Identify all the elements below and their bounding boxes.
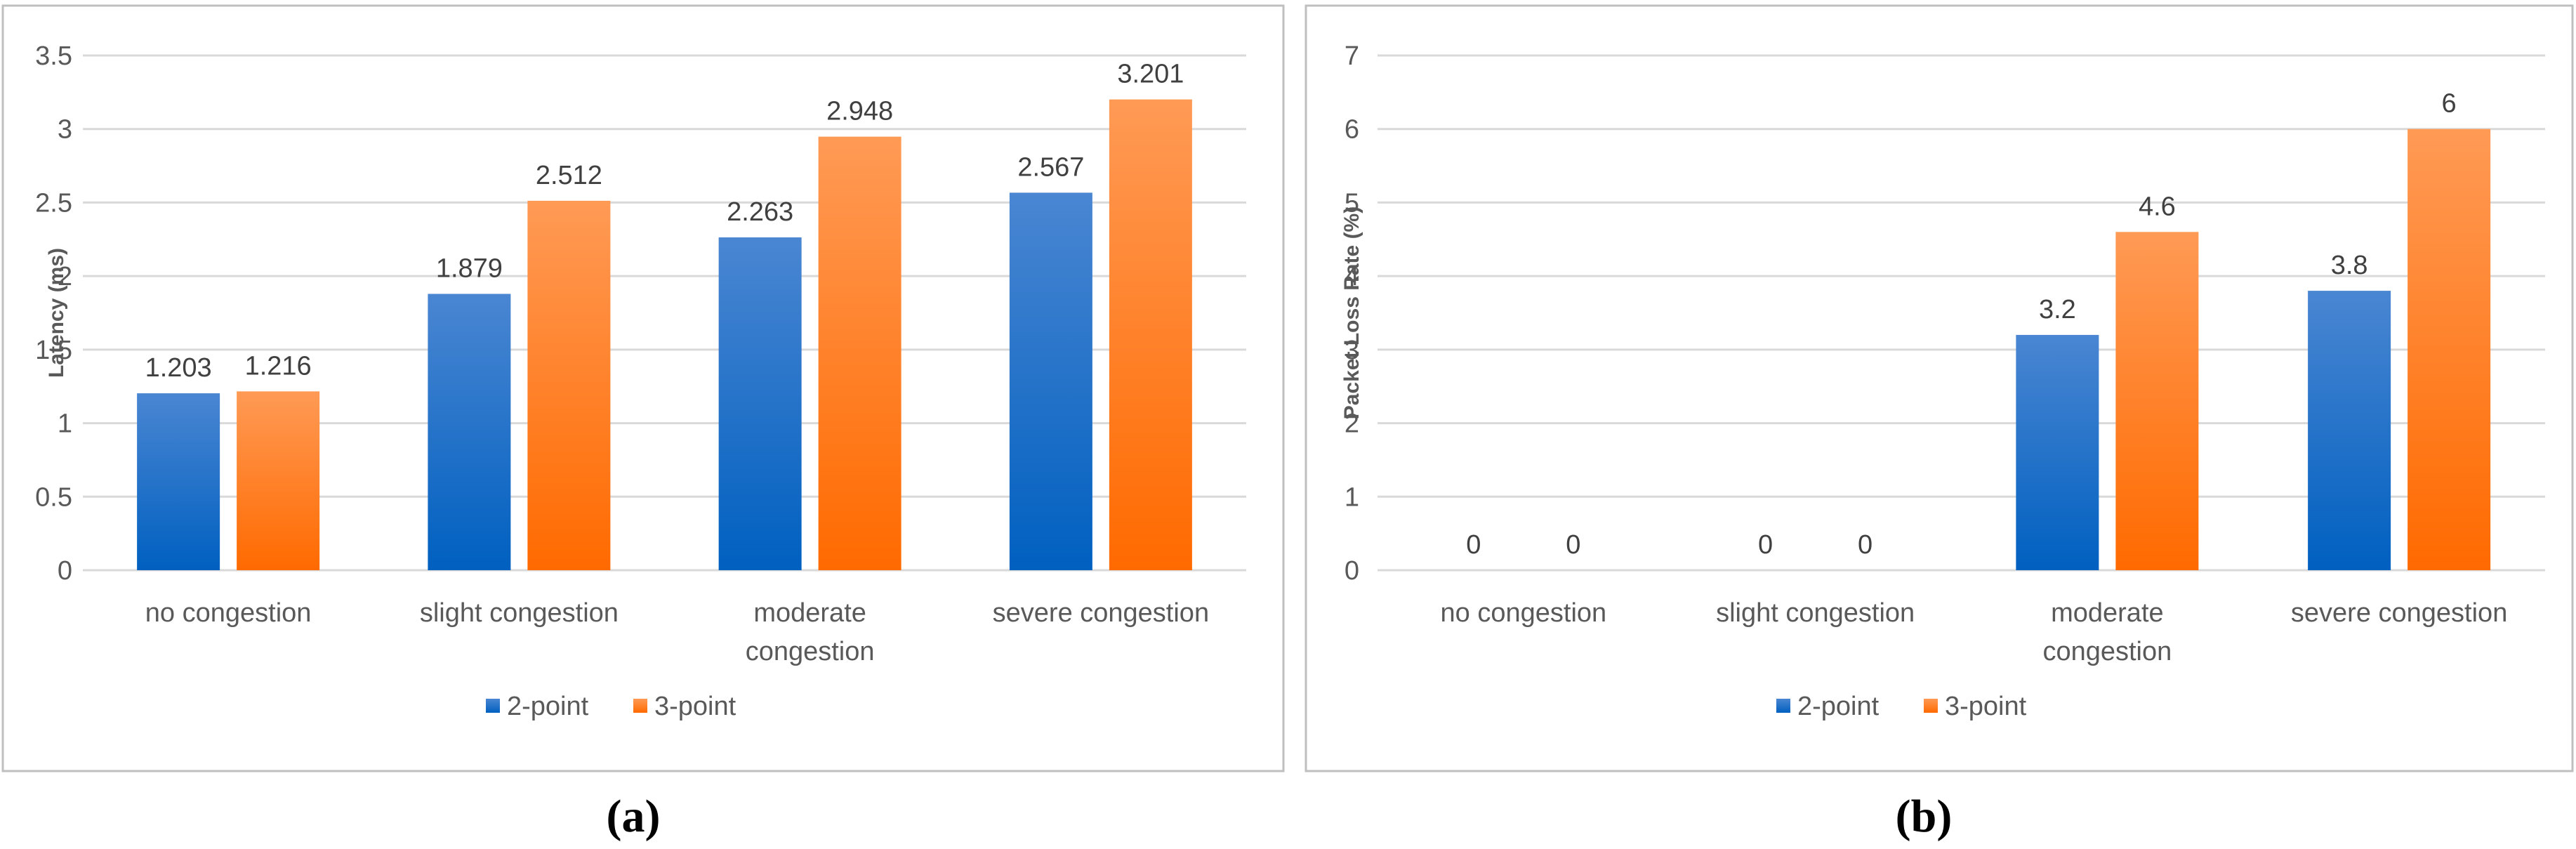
- legend-swatch: [633, 699, 647, 713]
- bar-2point: [2016, 334, 2099, 570]
- x-category-label: no congestion: [145, 598, 312, 628]
- x-category-label: congestion: [746, 637, 875, 666]
- y-tick-label: 2.5: [35, 188, 72, 218]
- x-category-label: severe congestion: [2291, 598, 2507, 628]
- data-label: 0: [1466, 530, 1481, 560]
- bar-3point: [1109, 99, 1192, 570]
- y-tick-label: 5: [1345, 188, 1359, 218]
- data-label: 2.512: [536, 161, 602, 190]
- x-category-label: congestion: [2042, 637, 2172, 666]
- caption-b: (b): [1896, 791, 1953, 842]
- y-tick-label: 0: [58, 556, 72, 586]
- bar-3point: [527, 200, 611, 571]
- y-tick-label: 4: [1345, 262, 1359, 291]
- bar-2point: [428, 294, 511, 570]
- data-label: 0: [1566, 530, 1580, 560]
- bar-2point: [718, 237, 802, 570]
- bar-3point: [237, 391, 320, 570]
- data-label: 2.263: [727, 197, 793, 227]
- data-label: 0: [1758, 530, 1773, 560]
- data-label: 1.203: [145, 353, 212, 383]
- bar-3point: [2115, 232, 2199, 570]
- x-category-label: no congestion: [1441, 598, 1607, 628]
- x-category-label: moderate: [2051, 598, 2164, 628]
- legend-swatch: [486, 699, 500, 713]
- y-tick-label: 0: [1345, 556, 1359, 586]
- data-label: 3.201: [1117, 60, 1184, 89]
- latency-chart: 0 0.5 1 1.5 2 2.5 3 3.5 Latency (ms) 1.203 1.216 no…: [1, 4, 1285, 772]
- y-tick-label: 1.5: [35, 336, 72, 365]
- y-tick-label: 3.5: [35, 41, 72, 71]
- y-tick-label: 7: [1345, 41, 1359, 71]
- bar-3point: [2407, 129, 2491, 570]
- y-tick-label: 0.5: [35, 482, 72, 512]
- bar-2point: [137, 393, 220, 570]
- legend-label: 2-point: [507, 692, 589, 721]
- bar-2point: [1009, 192, 1092, 570]
- data-label: 1.216: [245, 351, 312, 381]
- data-label: 2.948: [826, 97, 893, 126]
- bar-3point: [818, 136, 901, 571]
- caption-a: (a): [607, 791, 661, 842]
- y-axis-label: Packet Loss Rate (%): [1340, 206, 1363, 419]
- data-label: 2.567: [1017, 152, 1084, 182]
- y-tick-label: 1: [1345, 482, 1359, 512]
- data-label: 3.8: [2331, 251, 2368, 280]
- y-tick-label: 6: [1345, 115, 1359, 145]
- packet-loss-chart: 0 1 2 3 4 5 6 7 Packet Loss Rate (%) 0 0 no congest…: [1304, 4, 2574, 772]
- legend: 2-point 3-point: [486, 692, 737, 721]
- y-tick-label: 2: [58, 262, 72, 291]
- legend-label: 3-point: [654, 692, 737, 721]
- y-tick-label: 3: [58, 115, 72, 145]
- x-category-label: severe congestion: [993, 598, 1209, 628]
- x-category-label: slight congestion: [1716, 598, 1915, 628]
- legend-swatch: [1924, 699, 1938, 713]
- y-tick-label: 1: [58, 409, 72, 439]
- data-label: 3.2: [2039, 295, 2076, 324]
- y-axis-label: Latency (ms): [45, 248, 68, 378]
- legend-swatch: [1776, 699, 1790, 713]
- data-label: 0: [1858, 530, 1872, 560]
- data-label: 6: [2442, 89, 2457, 119]
- bar-2point: [2308, 291, 2391, 570]
- data-label: 1.879: [436, 254, 503, 283]
- y-tick-label: 2: [1345, 409, 1359, 439]
- x-category-label: slight congestion: [420, 598, 619, 628]
- x-category-label: moderate: [753, 598, 866, 628]
- legend: 2-point 3-point: [1776, 692, 2027, 721]
- legend-label: 3-point: [1945, 692, 2027, 721]
- y-tick-label: 3: [1345, 336, 1359, 365]
- data-label: 4.6: [2139, 192, 2176, 221]
- legend-label: 2-point: [1797, 692, 1880, 721]
